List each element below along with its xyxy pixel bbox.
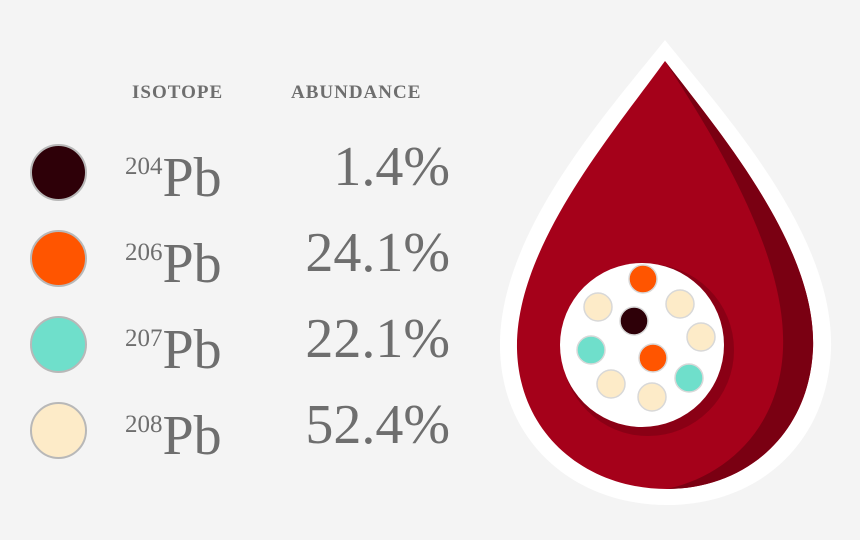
isotope-row-204: 204Pb 1.4% xyxy=(0,127,470,209)
abundance-value: 24.1% xyxy=(305,222,450,284)
pb208-dot xyxy=(583,292,613,322)
isotope-row-206: 206Pb 24.1% xyxy=(0,213,470,295)
element-symbol: Pb xyxy=(162,233,222,295)
mass-number: 206 xyxy=(125,239,163,266)
abundance-value: 52.4% xyxy=(305,394,450,456)
pb208-dot xyxy=(637,382,667,412)
pb208-dot xyxy=(665,289,695,319)
drop-shade xyxy=(665,61,814,489)
isotope-row-208: 208Pb 52.4% xyxy=(0,385,470,467)
element-symbol: Pb xyxy=(162,405,222,467)
pb208-dot xyxy=(596,369,626,399)
pb207-dot xyxy=(674,363,704,393)
isotope-label: 206Pb xyxy=(125,213,222,295)
abundance-value: 22.1% xyxy=(305,308,450,370)
pb206-dot xyxy=(638,343,668,373)
pb207-dot xyxy=(576,335,606,365)
element-symbol: Pb xyxy=(162,147,222,209)
element-symbol: Pb xyxy=(162,319,222,381)
isotope-column-header: ISOTOPE xyxy=(132,82,224,103)
isotope-label: 207Pb xyxy=(125,299,222,381)
abundance-value: 1.4% xyxy=(333,136,450,198)
pb206-swatch-icon xyxy=(30,230,87,287)
pb204-dot xyxy=(619,306,649,336)
mass-number: 204 xyxy=(125,153,163,180)
isotope-label: 204Pb xyxy=(125,127,222,209)
pb208-dot xyxy=(686,322,716,352)
abundance-column-header: ABUNDANCE xyxy=(291,82,422,103)
pb208-swatch-icon xyxy=(30,402,87,459)
mass-number: 207 xyxy=(125,325,163,352)
pb206-dot xyxy=(628,264,658,294)
pb207-swatch-icon xyxy=(30,316,87,373)
blood-drop-icon xyxy=(499,40,832,505)
isotope-dots xyxy=(576,264,716,412)
isotope-label: 208Pb xyxy=(125,385,222,467)
isotope-row-207: 207Pb 22.1% xyxy=(0,299,470,381)
mass-number: 208 xyxy=(125,411,163,438)
pb204-swatch-icon xyxy=(30,144,87,201)
